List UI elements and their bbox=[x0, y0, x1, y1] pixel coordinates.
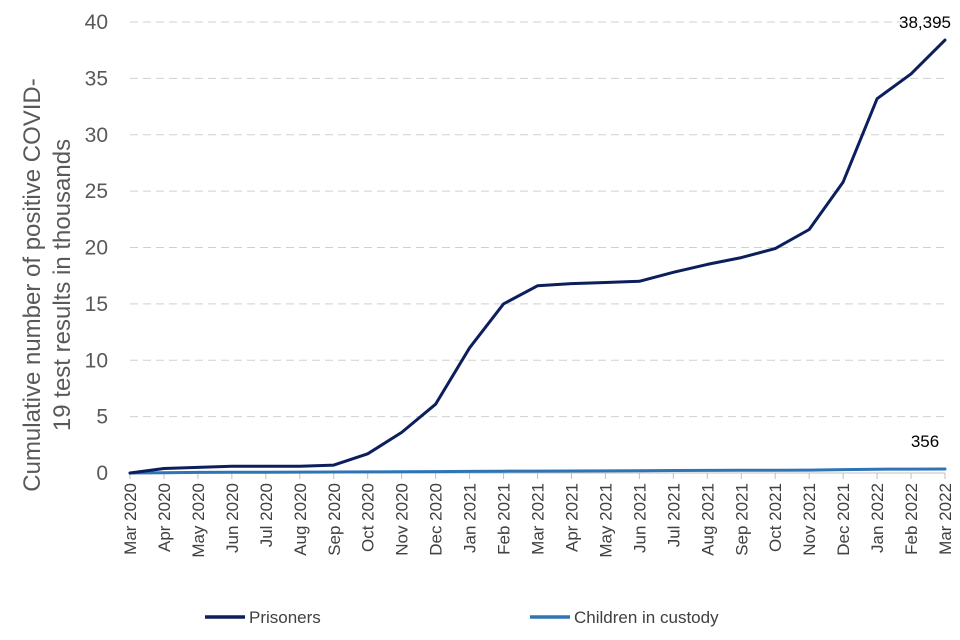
x-tick-label: Sep 2020 bbox=[325, 483, 344, 556]
x-tick-label: Jun 2020 bbox=[223, 483, 242, 553]
x-tick-label: May 2020 bbox=[189, 483, 208, 558]
x-tick-label: Aug 2020 bbox=[291, 483, 310, 556]
y-tick-label: 0 bbox=[96, 462, 108, 485]
x-tick-label: Nov 2020 bbox=[393, 483, 412, 556]
x-tick-label: Mar 2020 bbox=[121, 483, 140, 555]
y-tick-label: 20 bbox=[85, 237, 108, 260]
gridlines bbox=[130, 21, 945, 418]
x-axis-ticks: Mar 2020 Apr 2020 May 2020 Jun 2020 Jul 2020… bbox=[121, 473, 955, 558]
y-axis-label: Cumulative number of positive COVID- 19 t… bbox=[19, 78, 76, 491]
end-label: 356 bbox=[911, 432, 939, 451]
x-tick-label: Mar 2021 bbox=[529, 483, 548, 555]
y-tick-label: 35 bbox=[85, 67, 108, 90]
x-tick-label: Dec 2021 bbox=[834, 483, 853, 556]
y-tick-label: 15 bbox=[85, 293, 108, 316]
x-tick-label: Oct 2021 bbox=[766, 483, 785, 552]
x-tick-label: Jan 2021 bbox=[461, 483, 480, 553]
y-axis-ticks: 0 5 10 15 20 25 30 35 40 bbox=[85, 11, 108, 485]
x-tick-label: Mar 2022 bbox=[936, 483, 955, 555]
x-tick-label: Apr 2021 bbox=[562, 483, 581, 552]
legend-label: Children in custody bbox=[574, 608, 719, 627]
x-tick-label: Dec 2020 bbox=[427, 483, 446, 556]
x-tick-label: Nov 2021 bbox=[800, 483, 819, 556]
legend-label: Prisoners bbox=[249, 608, 321, 627]
x-tick-label: Jun 2021 bbox=[630, 483, 649, 553]
end-label: 38,395 bbox=[899, 13, 951, 32]
x-tick-label: Jul 2021 bbox=[664, 483, 683, 547]
y-axis-label-line: 19 test results in thousands bbox=[49, 139, 76, 431]
x-tick-label: Jul 2020 bbox=[257, 483, 276, 547]
x-tick-label: Feb 2022 bbox=[902, 483, 921, 555]
x-tick-label: Oct 2020 bbox=[359, 483, 378, 552]
x-tick-label: Apr 2020 bbox=[155, 483, 174, 552]
end-labels: 38,395 356 bbox=[899, 13, 951, 451]
x-tick-label: Jan 2022 bbox=[868, 483, 887, 553]
y-tick-label: 10 bbox=[85, 349, 108, 372]
x-tick-label: Sep 2021 bbox=[732, 483, 751, 556]
legend: Prisoners Children in custody bbox=[205, 608, 719, 627]
series-line-prisoners bbox=[128, 38, 947, 475]
y-tick-label: 5 bbox=[96, 406, 108, 429]
x-tick-label: Feb 2021 bbox=[495, 483, 514, 555]
x-tick-label: May 2021 bbox=[596, 483, 615, 558]
y-tick-label: 25 bbox=[85, 180, 108, 203]
y-axis-label-line: Cumulative number of positive COVID- bbox=[19, 78, 46, 491]
x-tick-label: Aug 2021 bbox=[698, 483, 717, 556]
y-tick-label: 40 bbox=[85, 11, 108, 34]
series-line-children-in-custody bbox=[128, 467, 947, 475]
series-lines bbox=[128, 38, 947, 475]
y-tick-label: 30 bbox=[85, 124, 108, 147]
